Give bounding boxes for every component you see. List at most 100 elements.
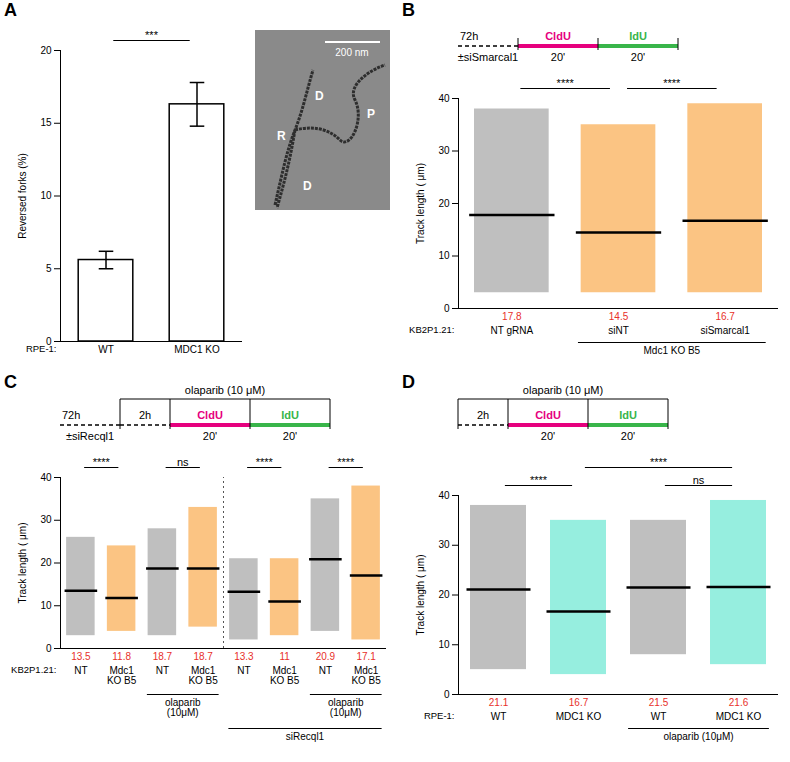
html-text:A: A	[4, 0, 17, 20]
svg-text:18.7: 18.7	[193, 651, 213, 662]
svg-text:17.1: 17.1	[356, 651, 376, 662]
svg-text:20: 20	[438, 198, 450, 209]
svg-text:IdU: IdU	[619, 409, 637, 421]
svg-text:P: P	[367, 107, 375, 121]
svg-text:siNT: siNT	[608, 325, 629, 336]
svg-text:15: 15	[40, 117, 52, 128]
svg-text:siRecql1: siRecql1	[286, 731, 325, 742]
svg-text:18.7: 18.7	[153, 651, 173, 662]
svg-text:KB2P1.21:: KB2P1.21:	[409, 324, 454, 335]
svg-text:R: R	[277, 129, 286, 143]
svg-text:13.3: 13.3	[234, 651, 254, 662]
svg-text:IdU: IdU	[281, 409, 299, 421]
svg-text:MDC1 KO: MDC1 KO	[716, 711, 762, 722]
svg-text:****: ****	[256, 456, 274, 468]
svg-text:ns: ns	[177, 456, 189, 468]
svg-text:olaparib (10 μM): olaparib (10 μM)	[185, 384, 265, 396]
svg-text:olaparib(10μM): olaparib(10μM)	[328, 697, 364, 718]
svg-text:5: 5	[46, 263, 52, 274]
svg-text:20': 20'	[631, 51, 645, 63]
svg-text:±siSmarcal1: ±siSmarcal1	[458, 51, 518, 63]
svg-text:KB2P1.21:: KB2P1.21:	[11, 664, 56, 675]
svg-text:NT: NT	[74, 665, 87, 676]
svg-text:17.8: 17.8	[502, 311, 522, 322]
svg-text:ns: ns	[693, 474, 705, 486]
svg-text:20': 20'	[203, 430, 217, 442]
svg-text:20.9: 20.9	[316, 651, 336, 662]
svg-text:olaparib (10 μM): olaparib (10 μM)	[523, 384, 603, 396]
svg-text:40: 40	[438, 93, 450, 104]
svg-text:0: 0	[46, 643, 52, 654]
svg-text:30: 30	[438, 539, 450, 550]
svg-text:21.5: 21.5	[649, 697, 669, 708]
svg-text:NT gRNA: NT gRNA	[491, 325, 534, 336]
svg-text:10: 10	[40, 600, 52, 611]
svg-text:Mdc1KO B5: Mdc1KO B5	[270, 665, 300, 686]
svg-text:NT: NT	[237, 665, 250, 676]
svg-text:200 nm: 200 nm	[335, 47, 368, 58]
svg-text:21.1: 21.1	[489, 697, 509, 708]
svg-text:10: 10	[438, 250, 450, 261]
svg-text:olaparib(10μM): olaparib(10μM)	[165, 697, 201, 718]
svg-text:16.7: 16.7	[715, 311, 735, 322]
svg-text:RPE-1:: RPE-1:	[26, 343, 57, 354]
svg-text:21.6: 21.6	[729, 697, 749, 708]
svg-text:10: 10	[438, 639, 450, 650]
svg-text:Track length ( μm): Track length ( μm)	[415, 163, 426, 244]
svg-text:olaparib (10μM): olaparib (10μM)	[663, 731, 733, 742]
svg-text:72h: 72h	[460, 30, 478, 42]
svg-text:Track length ( μm): Track length ( μm)	[415, 555, 426, 636]
svg-text:NT: NT	[156, 665, 169, 676]
svg-text:NT: NT	[319, 665, 332, 676]
svg-text:2h: 2h	[477, 409, 489, 421]
svg-text:2h: 2h	[139, 409, 151, 421]
svg-text:WT: WT	[98, 344, 114, 355]
svg-text:****: ****	[530, 474, 548, 486]
svg-text:CldU: CldU	[197, 409, 223, 421]
svg-text:±siRecql1: ±siRecql1	[66, 430, 114, 442]
svg-text:siSmarcal1: siSmarcal1	[700, 325, 750, 336]
svg-text:D: D	[315, 89, 324, 103]
svg-text:****: ****	[557, 77, 575, 89]
svg-text:WT: WT	[651, 711, 667, 722]
svg-text:72h: 72h	[62, 409, 80, 421]
svg-text:Track length ( μm): Track length ( μm)	[17, 523, 28, 604]
svg-text:20': 20'	[621, 430, 635, 442]
svg-text:20': 20'	[551, 51, 565, 63]
svg-text:****: ****	[650, 456, 668, 468]
svg-text:****: ****	[663, 77, 681, 89]
svg-text:D: D	[303, 179, 312, 193]
svg-text:20': 20'	[283, 430, 297, 442]
svg-text:****: ****	[337, 456, 355, 468]
svg-text:20: 20	[40, 557, 52, 568]
svg-text:11: 11	[279, 651, 290, 662]
svg-text:***: ***	[145, 29, 159, 41]
svg-text:14.5: 14.5	[609, 311, 629, 322]
svg-text:WT: WT	[491, 711, 507, 722]
svg-text:20: 20	[438, 589, 450, 600]
svg-text:13.5: 13.5	[71, 651, 91, 662]
svg-text:30: 30	[40, 514, 52, 525]
svg-text:Mdc1 KO B5: Mdc1 KO B5	[643, 345, 700, 356]
svg-text:Reversed forks (%): Reversed forks (%)	[17, 153, 28, 239]
svg-text:Mdc1KO B5: Mdc1KO B5	[188, 665, 218, 686]
svg-text:20: 20	[40, 45, 52, 56]
svg-text:16.7: 16.7	[569, 697, 589, 708]
svg-text:20': 20'	[541, 430, 555, 442]
svg-text:MDC1 KO: MDC1 KO	[556, 711, 602, 722]
svg-text:11.8: 11.8	[112, 651, 131, 662]
svg-text:CldU: CldU	[545, 30, 571, 42]
svg-text:10: 10	[40, 190, 52, 201]
svg-text:Mdc1KO B5: Mdc1KO B5	[107, 665, 137, 686]
svg-text:****: ****	[93, 456, 111, 468]
svg-text:MDC1 KO: MDC1 KO	[174, 344, 220, 355]
svg-text:0: 0	[444, 689, 450, 700]
svg-text:Mdc1KO B5: Mdc1KO B5	[351, 665, 381, 686]
svg-text:40: 40	[40, 472, 52, 483]
svg-text:RPE-1:: RPE-1:	[424, 710, 455, 721]
svg-text:IdU: IdU	[629, 30, 647, 42]
svg-text:30: 30	[438, 145, 450, 156]
svg-text:40: 40	[438, 490, 450, 501]
svg-text:0: 0	[444, 303, 450, 314]
svg-text:CldU: CldU	[535, 409, 561, 421]
